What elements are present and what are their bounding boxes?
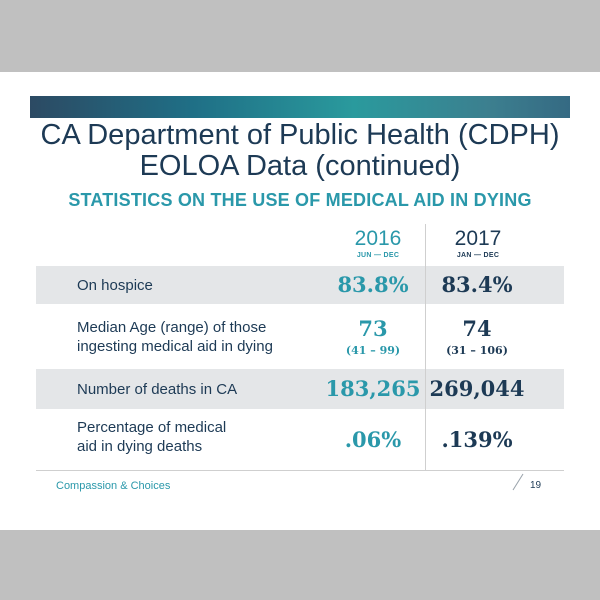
header-banner [30,96,570,118]
row-label-line: aid in dying deaths [77,438,203,455]
column-header-2017: 2017 JAN — DEC [433,227,523,260]
value-main: 73 [358,316,388,341]
column-header-2016: 2016 JUN — DEC [333,227,423,260]
slide: CA Department of Public Health (CDPH) EO… [0,72,600,530]
row-label: Number of deaths in CA [77,380,237,399]
table-row-deaths: Number of deaths in CA 183,265 269,044 [36,369,564,409]
row-label: On hospice [77,276,153,295]
title-line-2: EOLOA Data (continued) [139,150,461,182]
value-2016: 183,265 [325,376,421,401]
row-label-line: Number of deaths in CA [77,381,238,398]
slide-subtitle: STATISTICS ON THE USE OF MEDICAL AID IN … [68,190,532,210]
slide-title: CA Department of Public Health (CDPH) EO… [0,120,600,182]
value-2017: 269,044 [429,376,525,401]
row-label-line: On hospice [77,277,153,294]
column-range: JUN — DEC [356,252,400,259]
footer-slash-mark [512,473,524,491]
page-number: 19 [530,480,542,491]
value-2017: 83.4% [441,272,513,297]
table-row-hospice: On hospice 83.8% 83.4% [36,266,564,304]
value-2016: .06% [344,427,402,452]
value-2016: 83.8% [337,272,409,297]
value-range: (31 – 106) [446,344,508,357]
value-2016: 73 (41 – 99) [323,316,423,357]
table-row-percentage: Percentage of medical aid in dying death… [36,413,564,467]
column-year: 2017 [454,227,502,250]
column-divider [425,224,426,470]
row-label: Percentage of medical aid in dying death… [77,418,226,456]
value-2017: 74 (31 – 106) [422,316,532,357]
footer-divider [36,470,564,471]
column-range: JAN — DEC [456,252,500,259]
column-year: 2016 [354,227,402,250]
footer-organization: Compassion & Choices [56,480,171,492]
table-row-median-age: Median Age (range) of those ingesting me… [36,308,564,368]
value-main: 74 [462,316,492,341]
value-range: (41 – 99) [345,344,401,357]
row-label-line: ingesting medical aid in dying [77,338,273,355]
row-label-line: Percentage of medical [77,419,227,436]
value-2017: .139% [441,427,513,452]
row-label: Median Age (range) of those ingesting me… [77,318,273,356]
row-label-line: Median Age (range) of those [77,319,267,336]
title-line-1: CA Department of Public Health (CDPH) [40,119,560,151]
